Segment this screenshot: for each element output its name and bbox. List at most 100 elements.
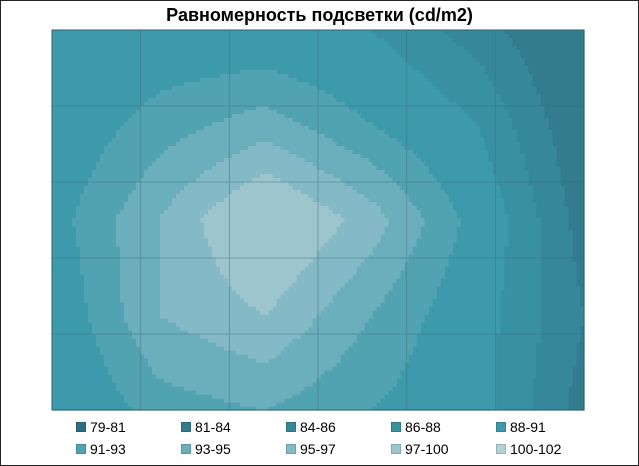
contour-cell	[92, 138, 97, 143]
contour-cell	[148, 86, 153, 91]
contour-cell	[428, 62, 433, 67]
contour-cell	[472, 110, 477, 115]
contour-cell	[576, 30, 581, 35]
contour-cell	[548, 218, 553, 223]
contour-cell	[508, 202, 513, 207]
contour-cell	[356, 54, 361, 59]
contour-cell	[104, 50, 109, 55]
contour-cell	[540, 218, 545, 223]
contour-cell	[488, 78, 493, 83]
contour-cell	[496, 338, 501, 343]
contour-cell	[580, 222, 585, 227]
contour-cell	[372, 74, 377, 79]
contour-cell	[112, 102, 117, 107]
contour-cell	[252, 38, 257, 43]
contour-cell	[512, 50, 517, 55]
contour-cell	[376, 82, 381, 87]
contour-cell	[516, 310, 521, 315]
contour-cell	[472, 170, 477, 175]
contour-cell	[76, 178, 81, 183]
contour-cell	[448, 190, 453, 195]
contour-cell	[548, 290, 553, 295]
contour-cell	[408, 86, 413, 91]
contour-cell	[312, 46, 317, 51]
contour-cell	[204, 66, 209, 71]
contour-cell	[564, 194, 569, 199]
contour-cell	[376, 70, 381, 75]
contour-cell	[488, 206, 493, 211]
contour-cell	[548, 58, 553, 63]
contour-cell	[540, 98, 545, 103]
contour-cell	[140, 58, 145, 63]
contour-cell	[560, 126, 565, 131]
contour-cell	[496, 186, 501, 191]
contour-cell	[412, 62, 417, 67]
contour-cell	[344, 54, 349, 59]
contour-cell	[236, 38, 241, 43]
contour-cell	[524, 98, 529, 103]
contour-cell	[64, 238, 69, 243]
contour-cell	[536, 330, 541, 335]
contour-cell	[532, 154, 537, 159]
contour-cell	[328, 70, 333, 75]
contour-cell	[484, 46, 489, 51]
contour-cell	[452, 130, 457, 135]
contour-cell	[548, 74, 553, 79]
contour-cell	[128, 90, 133, 95]
contour-band-86-88	[372, 30, 541, 411]
contour-cell	[500, 362, 505, 367]
contour-cell	[576, 146, 581, 151]
contour-cell	[408, 126, 413, 131]
contour-cell	[552, 130, 557, 135]
contour-cell	[468, 110, 473, 115]
contour-cell	[528, 406, 533, 411]
contour-cell	[348, 90, 353, 95]
contour-cell	[52, 78, 57, 83]
contour-cell	[124, 118, 129, 123]
contour-cell	[424, 126, 429, 131]
contour-cell	[280, 50, 285, 55]
contour-cell	[192, 54, 197, 59]
contour-cell	[100, 74, 105, 79]
contour-cell	[560, 118, 565, 123]
contour-cell	[560, 378, 565, 383]
contour-cell	[428, 82, 433, 87]
contour-cell	[560, 54, 565, 59]
contour-cell	[536, 90, 541, 95]
contour-cell	[540, 198, 545, 203]
contour-cell	[460, 110, 465, 115]
contour-cell	[420, 90, 425, 95]
contour-cell	[412, 86, 417, 91]
contour-cell	[524, 378, 529, 383]
contour-cell	[496, 174, 501, 179]
contour-cell	[180, 34, 185, 39]
contour-cell	[232, 38, 237, 43]
contour-cell	[476, 166, 481, 171]
contour-cell	[500, 390, 505, 395]
contour-cell	[496, 390, 501, 395]
contour-cell	[376, 110, 381, 115]
contour-cell	[80, 90, 85, 95]
contour-cell	[492, 34, 497, 39]
contour-cell	[488, 30, 493, 35]
contour-cell	[548, 326, 553, 331]
contour-cell	[456, 126, 461, 131]
contour-cell	[580, 86, 585, 91]
contour-cell	[480, 190, 485, 195]
contour-cell	[568, 98, 573, 103]
contour-cell	[400, 86, 405, 91]
contour-cell	[540, 230, 545, 235]
contour-cell	[384, 74, 389, 79]
contour-cell	[576, 158, 581, 163]
contour-cell	[500, 318, 505, 323]
contour-cell	[144, 94, 149, 99]
contour-cell	[420, 110, 425, 115]
contour-cell	[484, 150, 489, 155]
contour-cell	[456, 74, 461, 79]
contour-cell	[436, 154, 441, 159]
contour-cell	[520, 210, 525, 215]
contour-cell	[460, 182, 465, 187]
contour-cell	[484, 194, 489, 199]
contour-cell	[412, 126, 417, 131]
contour-cell	[516, 170, 521, 175]
